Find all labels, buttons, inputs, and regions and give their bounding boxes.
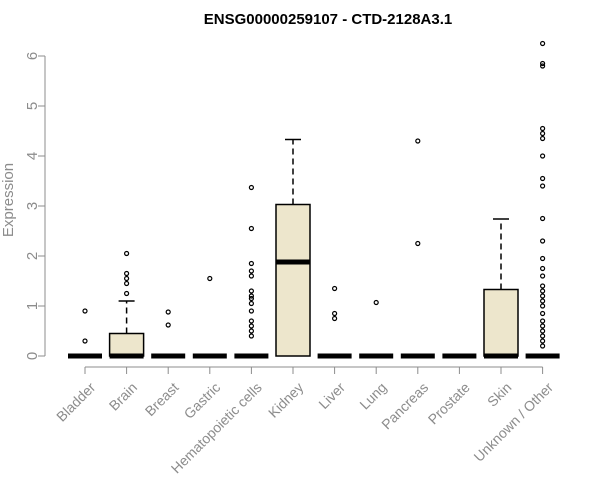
outlier-point — [332, 310, 338, 317]
chart-title: ENSG00000259107 - CTD-2128A3.1 — [204, 11, 452, 28]
outlier-point — [248, 268, 254, 274]
outlier-point — [539, 60, 546, 67]
outlier-point — [539, 293, 546, 299]
outlier-point — [248, 295, 254, 302]
outlier-point — [248, 318, 254, 324]
outlier-point — [415, 138, 421, 144]
outlier-point — [248, 328, 254, 334]
outlier-point — [248, 308, 254, 314]
outlier-point — [539, 333, 546, 339]
outlier-point — [539, 298, 546, 304]
box-group — [317, 285, 352, 359]
box-group — [483, 218, 519, 359]
outlier-point — [332, 315, 338, 322]
box-group — [68, 308, 102, 359]
outlier-point — [539, 343, 546, 349]
box-group — [400, 138, 435, 359]
outlier-point — [539, 288, 546, 294]
y-tick-label: 5 — [24, 102, 41, 110]
box-group — [108, 250, 145, 359]
box-group — [275, 138, 311, 357]
outlier-point — [165, 309, 171, 315]
y-tick-label: 0 — [24, 352, 41, 360]
outlier-point — [123, 290, 130, 297]
outlier-point — [123, 275, 130, 282]
x-tick-label: Skin — [484, 379, 515, 410]
outlier-point — [332, 285, 338, 292]
outlier-point — [539, 273, 546, 279]
y-tick-label: 6 — [24, 52, 41, 60]
box — [275, 203, 311, 357]
outlier-point — [539, 238, 546, 244]
x-tick-label: Breast — [142, 379, 182, 419]
outlier-point — [539, 40, 546, 47]
outlier-point — [539, 125, 546, 132]
outlier-point — [82, 308, 88, 314]
outlier-point — [539, 63, 546, 69]
outlier-point — [539, 135, 546, 142]
outlier-point — [165, 322, 171, 328]
y-tick-label: 3 — [24, 202, 41, 210]
outlier-point — [539, 255, 546, 262]
y-tick-label: 4 — [24, 152, 41, 160]
outlier-point — [248, 225, 254, 232]
outlier-point — [248, 273, 254, 279]
outlier-point — [539, 283, 546, 289]
y-axis: 0 1 2 3 4 5 6 — [24, 52, 46, 360]
outlier-point — [123, 250, 130, 257]
box — [483, 288, 519, 357]
x-tick-label: Lung — [356, 379, 389, 412]
outlier-point — [539, 303, 546, 309]
box — [108, 332, 145, 357]
y-tick-label: 2 — [24, 252, 41, 260]
outlier-point — [539, 318, 546, 324]
outlier-point — [123, 270, 130, 277]
box-group — [359, 299, 394, 359]
outlier-point — [539, 183, 546, 189]
outlier-point — [123, 280, 130, 287]
outlier-point — [539, 328, 546, 334]
box-group — [234, 184, 269, 359]
outlier-point — [415, 240, 421, 247]
x-tick-label: Unknown / Other — [470, 379, 556, 465]
box-group — [151, 309, 186, 359]
outlier-point — [539, 265, 546, 272]
outlier-point — [248, 184, 254, 191]
x-tick-label: Liver — [315, 379, 348, 412]
plot-area — [68, 40, 560, 359]
outlier-point — [539, 130, 546, 137]
outlier-point — [248, 260, 254, 267]
outlier-point — [82, 338, 88, 344]
box-group — [192, 275, 227, 359]
x-tick-label: Bladder — [53, 379, 99, 425]
outlier-point — [373, 299, 379, 306]
outlier-point — [248, 323, 254, 329]
outlier-point — [248, 333, 254, 339]
outlier-point — [539, 153, 546, 159]
outlier-point — [539, 338, 546, 344]
outlier-point — [248, 300, 254, 307]
x-tick-label: Prostate — [425, 379, 473, 427]
outlier-point — [539, 310, 546, 317]
x-tick-label: Kidney — [265, 379, 307, 421]
y-axis-label: Expression — [0, 163, 17, 237]
outlier-point — [207, 275, 213, 282]
outlier-point — [248, 293, 254, 299]
x-tick-label: Brain — [106, 379, 140, 413]
outlier-point — [539, 323, 546, 329]
outlier-point — [539, 175, 546, 182]
outlier-point — [539, 215, 546, 222]
y-tick-label: 1 — [24, 302, 41, 310]
box-group — [525, 40, 560, 359]
outlier-point — [248, 288, 254, 294]
